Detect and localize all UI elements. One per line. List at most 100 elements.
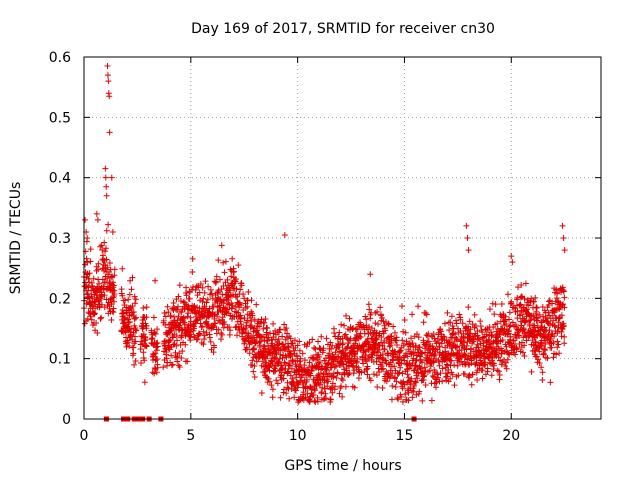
data-point — [327, 339, 334, 346]
data-point — [285, 368, 292, 375]
data-point — [533, 353, 540, 360]
data-point — [162, 322, 169, 328]
data-point — [256, 338, 263, 345]
data-point — [363, 358, 370, 365]
data-point — [119, 292, 126, 299]
data-point — [215, 287, 222, 294]
data-point — [98, 242, 105, 249]
data-point — [227, 327, 234, 334]
data-point — [268, 358, 275, 365]
data-point — [483, 331, 490, 338]
data-point — [303, 376, 310, 383]
data-point — [97, 295, 104, 302]
data-point — [545, 331, 552, 338]
data-point — [430, 359, 437, 366]
data-point — [261, 368, 268, 375]
data-point — [126, 318, 133, 325]
data-point — [553, 351, 560, 358]
data-point — [344, 343, 351, 350]
x-tick-label: 5 — [186, 428, 195, 444]
data-point — [311, 397, 318, 404]
data-point — [424, 339, 431, 346]
data-point — [99, 246, 106, 253]
data-point — [133, 327, 140, 334]
data-point — [287, 372, 294, 379]
data-point — [265, 375, 272, 382]
data-point — [153, 369, 160, 376]
data-point — [506, 309, 513, 316]
data-point — [103, 227, 110, 234]
data-point — [183, 284, 190, 291]
data-point — [401, 357, 408, 364]
data-point — [206, 334, 213, 341]
data-point — [205, 283, 212, 290]
data-point — [258, 390, 265, 397]
data-point — [536, 360, 543, 367]
data-point — [415, 303, 422, 310]
data-point — [251, 363, 258, 370]
data-point — [410, 388, 417, 395]
data-point — [514, 315, 521, 322]
data-point — [521, 352, 528, 359]
data-point — [276, 340, 283, 347]
data-point — [320, 345, 327, 352]
data-point — [482, 371, 489, 378]
tick-labels: 0 5 10 15 20 0 0.1 0.2 0.3 0.4 0.5 0.6 — [49, 50, 520, 444]
data-point — [214, 294, 221, 301]
data-point — [230, 285, 237, 292]
data-point — [386, 343, 393, 350]
data-point — [87, 313, 94, 320]
data-point — [281, 359, 288, 366]
data-point — [466, 318, 473, 325]
data-point — [229, 302, 236, 309]
data-point — [546, 297, 553, 304]
data-point — [432, 384, 439, 391]
data-point — [316, 353, 323, 360]
data-point — [160, 317, 167, 324]
data-point — [128, 325, 135, 332]
data-point — [461, 371, 468, 378]
spike-point — [104, 72, 111, 79]
data-point — [435, 374, 442, 381]
x-tick-label: 10 — [289, 428, 307, 444]
data-point — [429, 372, 436, 379]
data-point — [104, 275, 111, 282]
data-point — [105, 221, 112, 228]
data-point — [523, 306, 530, 313]
data-point — [477, 323, 484, 330]
data-point — [483, 346, 490, 353]
data-point — [91, 311, 98, 318]
data-point — [554, 338, 561, 345]
data-point — [522, 332, 529, 339]
data-point — [477, 318, 484, 325]
data-point — [300, 379, 307, 386]
data-point — [495, 368, 502, 375]
data-point — [452, 344, 459, 351]
data-point — [220, 283, 227, 290]
data-point — [517, 301, 524, 308]
data-point — [489, 340, 496, 347]
data-point — [252, 353, 259, 360]
data-point — [503, 365, 510, 372]
data-point — [307, 384, 314, 391]
data-point — [289, 375, 296, 382]
data-point — [339, 393, 346, 400]
data-point — [509, 319, 516, 326]
data-point — [392, 383, 399, 390]
data-point — [422, 381, 429, 388]
data-point — [363, 316, 370, 323]
data-point — [274, 380, 281, 387]
data-point — [468, 381, 475, 388]
spike-point — [84, 235, 91, 241]
data-point — [291, 394, 298, 401]
data-point — [322, 395, 329, 402]
data-point — [504, 356, 511, 363]
data-point — [143, 314, 150, 321]
data-point — [283, 325, 290, 332]
spike-point — [560, 235, 567, 241]
data-point — [350, 324, 357, 331]
data-point — [154, 356, 161, 363]
data-point — [244, 303, 251, 310]
data-point — [176, 364, 183, 371]
data-point — [330, 374, 337, 381]
